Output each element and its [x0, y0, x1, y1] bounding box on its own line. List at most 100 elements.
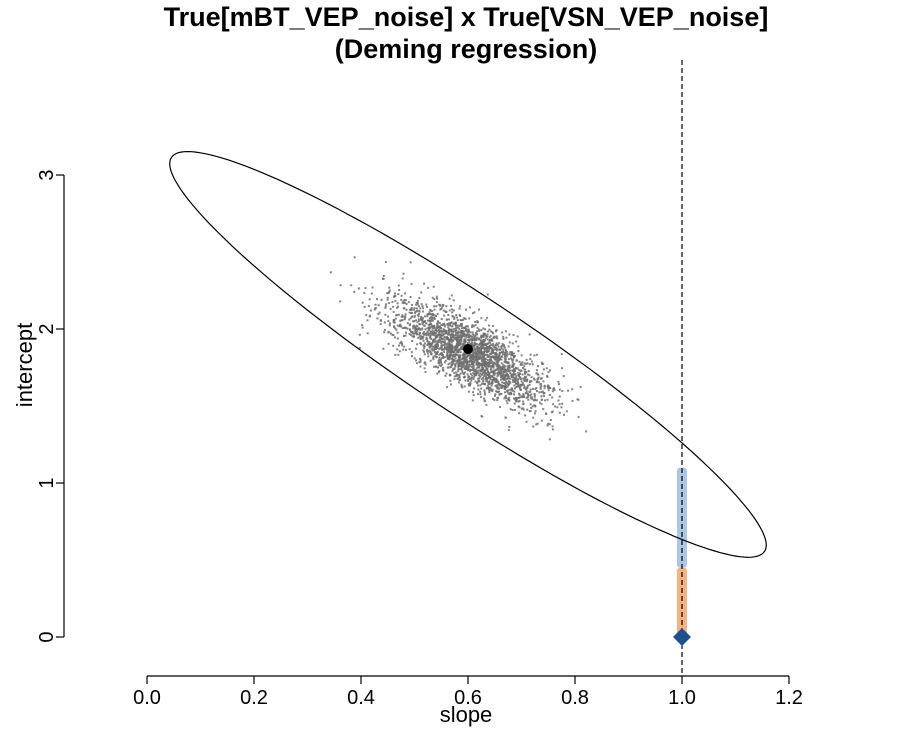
scatter-point	[392, 344, 395, 347]
scatter-point	[503, 355, 506, 358]
scatter-point	[478, 362, 481, 365]
scatter-point	[464, 371, 466, 374]
scatter-point	[543, 387, 546, 390]
scatter-point	[518, 406, 521, 409]
scatter-point	[453, 316, 456, 319]
scatter-point	[388, 291, 391, 294]
scatter-point	[361, 301, 364, 304]
scatter-point	[500, 362, 503, 365]
scatter-point	[489, 368, 492, 371]
scatter-point	[472, 377, 475, 380]
scatter-point	[491, 344, 494, 347]
scatter-point	[532, 425, 535, 428]
scatter-point	[384, 313, 387, 316]
scatter-point	[460, 346, 463, 349]
scatter-point	[401, 342, 404, 345]
scatter-point	[420, 343, 423, 346]
scatter-point	[533, 412, 536, 415]
scatter-point	[386, 292, 389, 295]
scatter-point	[474, 320, 477, 323]
scatter-point	[519, 383, 522, 386]
scatter-point	[492, 397, 494, 400]
scatter-point	[489, 343, 492, 346]
scatter-point	[480, 344, 483, 347]
scatter-point	[469, 334, 472, 337]
scatter-point	[419, 359, 422, 362]
scatter-point	[415, 327, 418, 330]
scatter-point	[501, 342, 504, 345]
scatter-point	[434, 336, 437, 339]
scatter-point	[456, 349, 459, 352]
scatter-point	[540, 403, 543, 406]
scatter-point	[495, 335, 498, 338]
scatter-point	[534, 410, 537, 413]
scatter-point	[480, 362, 483, 365]
scatter-point	[464, 338, 467, 341]
scatter-point	[482, 327, 485, 330]
scatter-point	[546, 374, 549, 377]
scatter-point	[528, 381, 531, 384]
x-tick-label: 0.2	[240, 687, 268, 709]
scatter-point	[493, 352, 496, 355]
scatter-point	[468, 338, 471, 341]
scatter-point	[419, 342, 422, 345]
scatter-point	[461, 327, 464, 330]
scatter-point	[437, 333, 440, 336]
scatter-point	[524, 368, 527, 371]
scatter-point	[483, 371, 486, 374]
scatter-point	[415, 319, 417, 322]
scatter-point	[438, 341, 440, 343]
scatter-point	[421, 327, 424, 330]
scatter-point	[505, 381, 508, 383]
scatter-point	[493, 374, 496, 377]
scatter-point	[517, 400, 520, 403]
scatter-point	[504, 374, 507, 376]
scatter-point	[484, 362, 487, 365]
scatter-point	[460, 325, 463, 328]
scatter-point	[442, 337, 445, 340]
scatter-point	[489, 378, 492, 381]
scatter-point	[501, 350, 504, 353]
scatter-point	[459, 324, 462, 327]
scatter-point	[433, 338, 435, 341]
scatter-point	[516, 335, 519, 338]
scatter-point	[499, 366, 502, 369]
scatter-point	[520, 380, 523, 383]
scatter-point	[384, 261, 387, 263]
y-tick-label: 3	[36, 169, 58, 180]
scatter-point	[446, 366, 449, 369]
scatter-point	[402, 307, 405, 310]
scatter-point	[510, 351, 513, 354]
scatter-point	[434, 365, 437, 368]
scatter-point	[463, 385, 466, 388]
scatter-point	[438, 326, 441, 329]
scatter-point	[455, 373, 458, 376]
scatter-point	[365, 314, 368, 317]
scatter-point	[465, 363, 468, 366]
scatter-point	[393, 320, 396, 323]
scatter-point	[485, 378, 488, 381]
scatter-point	[421, 337, 424, 340]
scatter-point	[508, 341, 511, 344]
scatter-point	[513, 393, 515, 396]
scatter-point	[533, 395, 536, 398]
scatter-point	[479, 364, 482, 367]
scatter-point	[440, 342, 443, 344]
scatter-point	[522, 395, 525, 398]
scatter-point	[487, 363, 490, 366]
scatter-point	[507, 382, 509, 385]
scatter-point	[529, 397, 532, 400]
scatter-point	[411, 340, 414, 342]
scatter-point	[433, 314, 436, 317]
scatter-point	[516, 379, 519, 382]
scatter-point	[469, 353, 472, 356]
scatter-point	[523, 386, 526, 389]
scatter-point	[482, 358, 485, 361]
scatter-point	[540, 395, 543, 398]
scatter-point	[452, 358, 455, 361]
scatter-point	[498, 342, 501, 345]
scatter-point	[452, 334, 455, 337]
scatter-point	[552, 403, 555, 406]
scatter-point	[492, 355, 495, 358]
scatter-point	[448, 351, 451, 354]
